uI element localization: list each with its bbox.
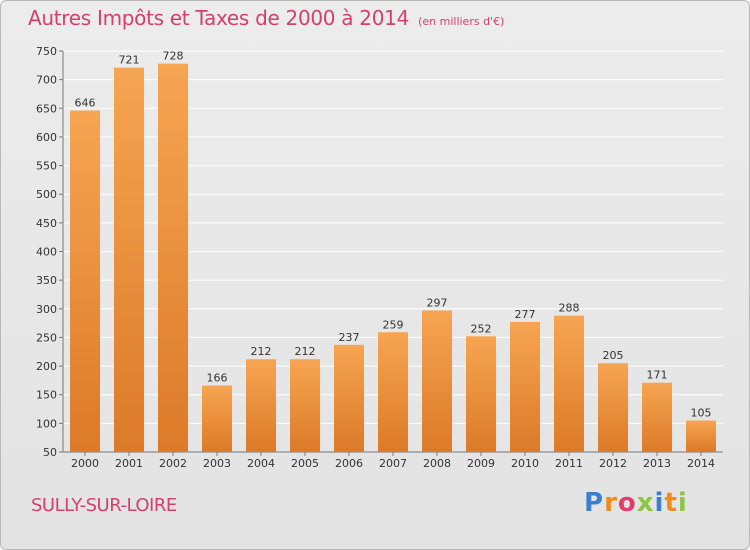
bar [642,382,672,452]
bar [246,359,276,452]
bar [510,321,540,452]
logo-letter: i [654,488,665,518]
y-tick-label: 150 [36,389,57,402]
data-label: 288 [559,302,580,315]
data-label: 646 [75,97,96,110]
chart-title-main: Autres Impôts et Taxes de 2000 à 2014 [28,6,409,30]
x-tick-label: 2013 [643,457,671,470]
y-tick-label: 600 [36,131,57,144]
logo-letter: r [604,488,618,518]
y-tick-label: 700 [36,74,57,87]
bar [114,67,144,452]
x-tick-label: 2014 [687,457,715,470]
data-label: 105 [691,406,712,419]
x-tick-label: 2002 [159,457,187,470]
x-tick-label: 2000 [71,457,99,470]
data-label: 166 [207,372,228,385]
x-tick-label: 2003 [203,457,231,470]
bar [422,310,452,452]
y-tick-label: 300 [36,303,57,316]
x-tick-label: 2010 [511,457,539,470]
bar [466,336,496,452]
chart-title-unit: (en milliers d'€) [418,15,505,28]
y-tick-label: 200 [36,360,57,373]
data-label: 277 [515,308,536,321]
logo-letter: P [584,488,605,518]
data-label: 259 [383,318,404,331]
logo-letter: o [617,488,637,518]
bar [598,363,628,452]
y-tick-label: 450 [36,217,57,230]
y-tick-label: 350 [36,274,57,287]
x-tick-label: 2001 [115,457,143,470]
data-label: 237 [339,331,360,344]
x-tick-label: 2007 [379,457,407,470]
x-tick-label: 2006 [335,457,363,470]
data-label: 205 [603,349,624,362]
y-tick-label: 250 [36,331,57,344]
data-label: 212 [251,345,272,358]
x-tick-label: 2008 [423,457,451,470]
y-tick-label: 550 [36,160,57,173]
data-label: 252 [471,322,492,335]
y-tick-label: 750 [36,45,57,58]
logo-letter: t [664,488,678,518]
y-tick-label: 650 [36,102,57,115]
bar [202,385,232,452]
place-name: SULLY-SUR-LOIRE [31,495,177,516]
proxiti-logo: Proxiti [584,488,688,518]
y-tick-label: 50 [43,446,57,459]
logo-letter: i [677,488,688,518]
x-tick-label: 2005 [291,457,319,470]
logo-letter: x [636,488,655,518]
bar [686,420,716,452]
bar [378,332,408,452]
bar [554,315,584,452]
y-tick-label: 400 [36,246,57,259]
data-label: 721 [119,54,140,67]
y-tick-label: 500 [36,188,57,201]
data-label: 212 [295,345,316,358]
chart-title: Autres Impôts et Taxes de 2000 à 2014 (e… [28,6,504,30]
x-tick-label: 2004 [247,457,275,470]
data-label: 171 [647,369,668,382]
bar [334,344,364,452]
data-label: 297 [427,297,448,310]
bar [158,63,188,453]
x-tick-label: 2009 [467,457,495,470]
bar [290,359,320,452]
y-tick-label: 100 [36,417,57,430]
x-tick-label: 2012 [599,457,627,470]
bar [70,110,100,452]
x-tick-label: 2011 [555,457,583,470]
data-label: 728 [163,50,184,63]
